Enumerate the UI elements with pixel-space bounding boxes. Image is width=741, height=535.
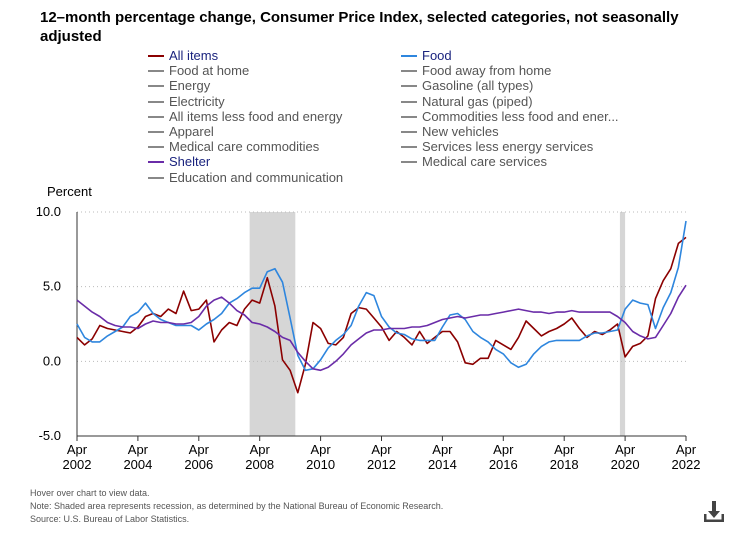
legend-swatch: [148, 70, 164, 73]
legend-label: All items less food and energy: [169, 108, 343, 124]
legend-label: Food: [422, 48, 452, 63]
x-tick-year: 2006: [184, 457, 213, 472]
legend-swatch: [148, 176, 164, 179]
x-tick-labels: Apr2002Apr2004Apr2006Apr2008Apr2010Apr20…: [63, 436, 701, 472]
legend-label: Apparel: [169, 124, 214, 139]
legend-swatch: [401, 161, 417, 164]
grid-lines: [77, 211, 686, 362]
legend-label: Commodities less food and ener...: [422, 108, 619, 124]
x-tick-month: Apr: [371, 442, 392, 457]
legend-label: Education and communication: [169, 169, 344, 185]
x-tick-month: Apr: [310, 442, 331, 457]
legend-label: New vehicles: [422, 124, 499, 139]
legend-label: Medical care services: [422, 154, 547, 170]
x-tick-year: 2016: [489, 457, 518, 472]
x-tick-year: 2012: [367, 457, 396, 472]
x-tick-month: Apr: [128, 442, 149, 457]
legend-label: Services less energy services: [422, 139, 594, 155]
legend-swatch: [148, 146, 164, 149]
x-tick-year: 2014: [428, 457, 457, 472]
x-tick-month: Apr: [493, 442, 514, 457]
x-tick-month: Apr: [676, 442, 697, 457]
footnote-source: Source: U.S. Bureau of Labor Statistics.: [30, 514, 190, 524]
legend-label: Food away from home: [422, 63, 552, 79]
legend-label: Gasoline (all types): [422, 78, 534, 94]
series-line-food[interactable]: [76, 220, 687, 372]
series-lines: [76, 220, 687, 394]
chart-title: 12–month percentage change, Consumer Pri…: [40, 9, 679, 45]
footnote-note: Note: Shaded area represents recession, …: [30, 501, 444, 511]
legend-label: Medical care commodities: [169, 139, 320, 155]
axes: [76, 212, 686, 437]
y-tick-label: 5.0: [43, 279, 61, 294]
x-tick-month: Apr: [189, 442, 210, 457]
legend-label: Food at home: [169, 63, 250, 79]
legend-swatch: [401, 115, 417, 118]
legend-swatch: [401, 70, 417, 73]
x-tick-month: Apr: [250, 442, 271, 457]
legend-swatch: [401, 85, 417, 88]
legend-label: Energy: [169, 78, 211, 94]
legend: All items Food Food at home Food away from …: [0, 48, 741, 188]
x-tick-month: Apr: [554, 442, 575, 457]
legend-swatch: [148, 85, 164, 88]
y-tick-label: 10.0: [36, 204, 61, 219]
legend-swatch: [401, 131, 417, 133]
series-line-shelter[interactable]: [76, 284, 687, 372]
series-line-all-items[interactable]: [76, 236, 687, 394]
x-tick-month: Apr: [432, 442, 453, 457]
legend-label: Shelter: [169, 154, 211, 170]
footnote-hover: Hover over chart to view data.: [30, 488, 150, 498]
x-tick-year: 2008: [245, 457, 274, 472]
download-icon[interactable]: [703, 500, 725, 524]
legend-swatch: [148, 55, 164, 57]
legend-label: Electricity: [169, 93, 225, 109]
legend-swatch: [148, 131, 164, 133]
legend-label: All items: [169, 48, 219, 63]
recession-band: [619, 212, 626, 436]
legend-swatch: [148, 161, 164, 164]
y-axis-label: Percent: [47, 184, 92, 199]
legend-swatch: [148, 100, 164, 103]
y-tick-label: 0.0: [43, 353, 61, 368]
x-tick-month: Apr: [615, 442, 636, 457]
x-tick-year: 2020: [611, 457, 640, 472]
legend-swatch: [401, 146, 417, 149]
x-tick-year: 2018: [550, 457, 579, 472]
x-tick-year: 2002: [63, 457, 92, 472]
legend-swatch: [401, 100, 417, 103]
recession-bands: [249, 212, 626, 436]
legend-swatch: [401, 55, 417, 57]
x-tick-month: Apr: [67, 442, 88, 457]
x-tick-year: 2022: [672, 457, 701, 472]
x-tick-year: 2004: [123, 457, 152, 472]
y-tick-label: -5.0: [39, 428, 61, 443]
legend-swatch: [148, 115, 164, 118]
legend-label: Natural gas (piped): [422, 93, 533, 109]
y-tick-labels: 10.0 5.0 0.0 -5.0: [36, 204, 61, 443]
x-tick-year: 2010: [306, 457, 335, 472]
